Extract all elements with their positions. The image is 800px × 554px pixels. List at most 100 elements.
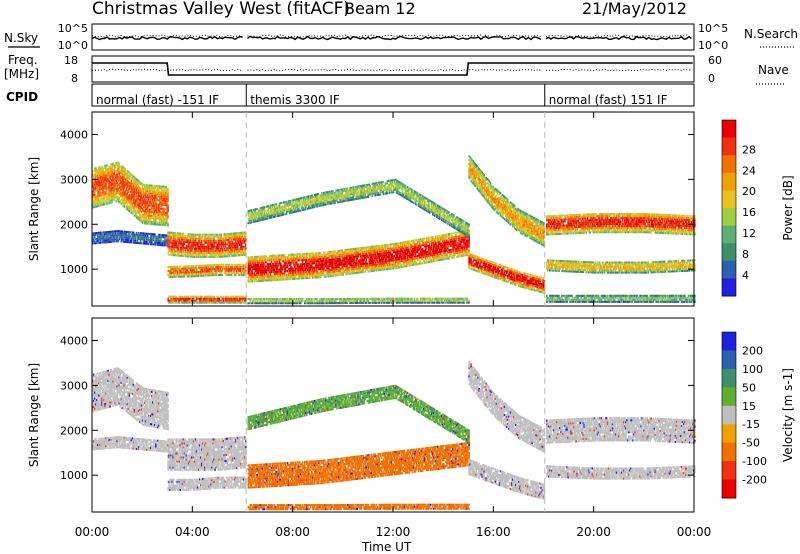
power-cell [180, 233, 182, 235]
power-cell [100, 200, 102, 202]
power-cell [165, 236, 167, 238]
nsky-tick-low: 10^0 [58, 39, 88, 52]
power-cell [115, 200, 117, 202]
power-cell [167, 200, 169, 202]
power-cell [146, 198, 148, 200]
power-cell [105, 191, 107, 193]
power-cell [155, 221, 157, 223]
power-cell [145, 194, 147, 196]
power-cell [154, 189, 156, 191]
power-cell [144, 239, 146, 241]
power-cell [183, 235, 185, 237]
power-cell [178, 247, 180, 249]
power-cell [148, 243, 150, 245]
power-cell [155, 219, 157, 221]
power-cell [152, 185, 154, 187]
power-cell [146, 192, 148, 194]
nsearch-trace [92, 35, 692, 37]
power-cell [117, 240, 119, 242]
power-cell [100, 232, 102, 234]
power-cell [98, 199, 100, 201]
power-cell [167, 214, 169, 216]
power-cell [160, 238, 162, 240]
power-cell [156, 203, 158, 205]
power-cell [161, 206, 163, 208]
power-cell [182, 253, 184, 255]
power-cell [133, 232, 135, 234]
power-cell [102, 169, 104, 171]
nsky-trace [92, 37, 692, 40]
station-title: Christmas Valley West (fitACF) [92, 0, 350, 19]
power-cell [140, 240, 142, 242]
freq-label-bottom: [MHz] [4, 67, 39, 81]
power-cell [147, 235, 149, 237]
power-cell [167, 194, 169, 196]
power-cell [167, 198, 169, 200]
power-cell [130, 235, 132, 237]
cpid-panel: CPID normal (fast) -151 IF themis 3300 IF… [6, 84, 694, 107]
cpid-segment-label: themis 3300 IF [250, 93, 340, 107]
power-cell [104, 235, 106, 237]
nsky-panel: N.Sky 10^5 10^0 10^5 10^0 N.Search [4, 22, 798, 52]
power-cell [103, 237, 105, 239]
freq-tick-low: 8 [71, 72, 78, 85]
power-cell [141, 242, 143, 244]
power-cell [125, 170, 127, 172]
power-cell [104, 199, 106, 201]
power-cell [111, 171, 113, 173]
power-cell [101, 194, 103, 196]
power-cell [146, 213, 148, 215]
power-cell [95, 167, 97, 169]
power-cell [159, 206, 161, 208]
power-cell [113, 189, 115, 191]
power-cell [114, 186, 116, 188]
power-cell [105, 183, 107, 185]
power-cell [105, 195, 107, 197]
cpid-label: CPID [6, 90, 38, 104]
power-cell [156, 197, 158, 199]
power-cell [116, 236, 118, 238]
nsearch-label: N.Search [744, 27, 798, 41]
freq-label-top: Freq. [8, 53, 38, 67]
freq-tick-high: 18 [64, 54, 78, 67]
power-cell [146, 217, 148, 219]
power-cell [150, 199, 152, 201]
power-cell [108, 180, 110, 182]
power-cell [113, 199, 115, 201]
power-cell [118, 238, 120, 240]
power-cell [169, 234, 171, 236]
power-cell [168, 244, 170, 246]
power-cell [161, 218, 163, 220]
power-cell [162, 216, 164, 218]
power-cell [94, 240, 96, 242]
cpid-segment-label: normal (fast) -151 IF [96, 93, 219, 107]
power-cell [167, 196, 169, 198]
power-cell [144, 198, 146, 200]
power-cell [97, 234, 99, 236]
power-cell [126, 233, 128, 235]
power-cell [93, 176, 95, 178]
power-cell [167, 238, 169, 240]
power-cell [164, 242, 166, 244]
power-cell [147, 203, 149, 205]
power-cell [123, 239, 125, 241]
power-cell [169, 240, 171, 242]
power-cell [159, 204, 161, 206]
power-cell [110, 237, 112, 239]
power-cell [129, 237, 131, 239]
power-cell [150, 219, 152, 221]
power-cell [167, 223, 169, 225]
nsearch-tick-low: 10^0 [698, 39, 728, 52]
power-cell [154, 233, 156, 235]
power-cell [158, 193, 160, 195]
power-cell [151, 209, 153, 211]
power-cell [113, 237, 115, 239]
power-cell [148, 199, 150, 201]
power-cell [156, 209, 158, 211]
power-cell [164, 208, 166, 210]
power-cell [161, 188, 163, 190]
nsky-label: N.Sky [4, 31, 38, 45]
power-cell [179, 253, 181, 255]
power-cell [99, 166, 101, 168]
power-cell [167, 252, 169, 254]
